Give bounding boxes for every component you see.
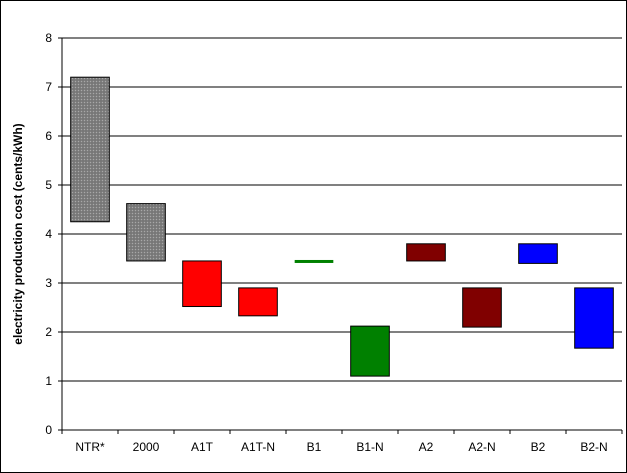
x-tick-label: B2: [531, 440, 546, 454]
y-tick-label: 4: [45, 227, 52, 241]
x-tick-label: A2: [419, 440, 434, 454]
x-tick-label: B1-N: [356, 440, 383, 454]
bars: [70, 76, 614, 377]
bar-a2-n: [462, 287, 502, 328]
y-tick-label: 0: [45, 423, 52, 437]
x-tick-label: 2000: [133, 440, 160, 454]
y-tick-label: 6: [45, 129, 52, 143]
x-tick-label: A2-N: [468, 440, 495, 454]
bar-b1-n: [350, 325, 390, 377]
y-tick-label: 5: [45, 178, 52, 192]
axes: [58, 37, 623, 434]
bar-ntr: [70, 76, 110, 223]
bar-a1t-n: [238, 287, 278, 317]
bar-b2-n: [574, 287, 614, 349]
y-tick-label: 7: [45, 80, 52, 94]
y-tick-label: 1: [45, 374, 52, 388]
x-tick-label: A1T-N: [241, 440, 275, 454]
bar-b1: [294, 259, 334, 263]
bar-2000: [126, 203, 166, 262]
x-tick-label: NTR*: [75, 440, 105, 454]
x-tick-label: A1T: [191, 440, 214, 454]
x-tick-label: B1: [307, 440, 322, 454]
bar-a2: [406, 243, 446, 262]
gridlines: [62, 37, 622, 382]
x-tick-label: B2-N: [580, 440, 607, 454]
tick-labels: 0 1 2 3 4 5 6 7 8 NTR* 2000 A1T A1T-N B1 B1-N A2 A2-N B2 B…: [45, 31, 607, 454]
y-tick-label: 8: [45, 31, 52, 45]
y-tick-label: 2: [45, 325, 52, 339]
y-axis-title: electricity production cost (cents/kWh): [11, 123, 25, 344]
bar-b2: [518, 243, 558, 264]
bar-a1t: [182, 260, 222, 308]
y-tick-label: 3: [45, 276, 52, 290]
